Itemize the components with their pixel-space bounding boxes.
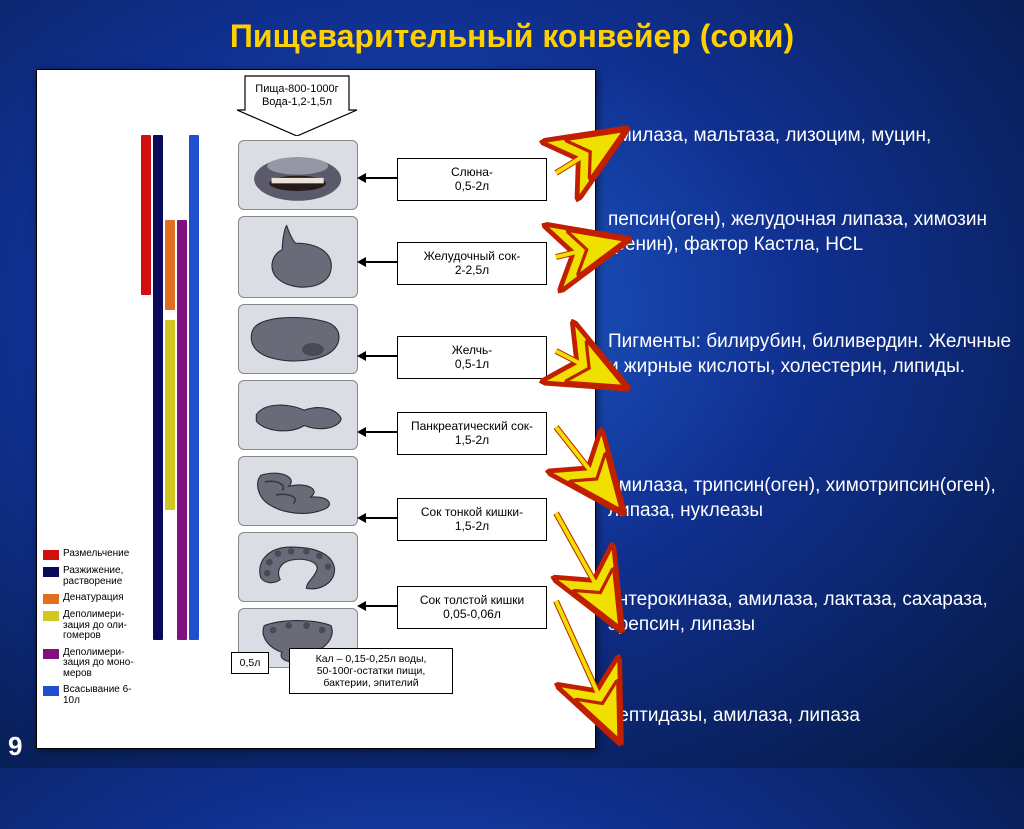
enzyme-block: амилаза, мальтаза, лизоцим, муцин, bbox=[608, 123, 1012, 148]
legend-item: Всасывание 6-10л bbox=[43, 685, 139, 706]
process-bar bbox=[165, 220, 175, 310]
legend: Размельчение Разжижение, растворение Денат… bbox=[43, 543, 139, 712]
enzyme-block: Пигменты: билирубин, биливердин. Желчные… bbox=[608, 329, 1012, 379]
output-feces: Кал – 0,15-0,25л воды, 50-100г-остатки п… bbox=[289, 648, 453, 694]
juice-box: Панкреатический сок-1,5-2л bbox=[397, 412, 547, 455]
diagram-panel: Пища-800-1000гВода-1,2-1,5л Размельчение… bbox=[36, 69, 596, 749]
process-bars bbox=[141, 110, 201, 630]
legend-item: Разжижение, растворение bbox=[43, 566, 139, 587]
process-bar bbox=[165, 320, 175, 510]
process-bar bbox=[189, 135, 199, 640]
organ-pancreas bbox=[238, 380, 358, 450]
organ-mouth bbox=[238, 140, 358, 210]
organ-stomach bbox=[238, 216, 358, 298]
enzyme-block: пептидазы, амилаза, липаза bbox=[608, 703, 1012, 728]
legend-item: Денатурация bbox=[43, 593, 139, 604]
process-bar bbox=[177, 220, 187, 640]
slide-title: Пищеварительный конвейер (соки) bbox=[0, 0, 1024, 61]
enzyme-block: пепсин(оген), желудочная липаза, химозин… bbox=[608, 207, 1012, 257]
organ-large-intestine bbox=[238, 532, 358, 602]
organ-liver bbox=[238, 304, 358, 374]
content-area: Пища-800-1000гВода-1,2-1,5л Размельчение… bbox=[0, 61, 1024, 761]
process-bar bbox=[153, 135, 163, 640]
juice-box: Желудочный сок-2-2,5л bbox=[397, 242, 547, 285]
enzyme-block: амилаза, трипсин(оген), химотрипсин(оген… bbox=[608, 473, 1012, 523]
juice-box: Сок толстой кишки0,05-0,06л bbox=[397, 586, 547, 629]
page-number: 9 bbox=[8, 731, 22, 762]
output-water: 0,5л bbox=[231, 652, 269, 674]
legend-item: Деполимери-зация до моно-меров bbox=[43, 648, 139, 680]
legend-item: Размельчение bbox=[43, 549, 139, 560]
process-bar bbox=[141, 135, 151, 295]
juice-box: Сок тонкой кишки-1,5-2л bbox=[397, 498, 547, 541]
organ-small-intestine bbox=[238, 456, 358, 526]
legend-item: Деполимери-зация до оли-гомеров bbox=[43, 610, 139, 642]
juice-box: Желчь-0,5-1л bbox=[397, 336, 547, 379]
juice-box: Слюна-0,5-2л bbox=[397, 158, 547, 201]
enzyme-block: энтерокиназа, амилаза, лактаза, сахараза… bbox=[608, 587, 1012, 637]
